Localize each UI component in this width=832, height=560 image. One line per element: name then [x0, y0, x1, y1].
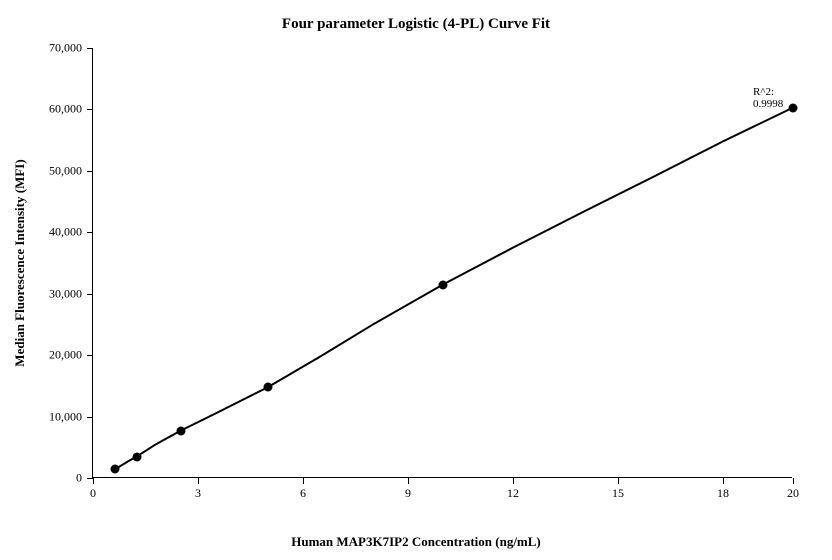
- y-tick: [87, 171, 93, 172]
- y-tick: [87, 48, 93, 49]
- data-point: [439, 280, 448, 289]
- x-tick-label: 18: [717, 486, 729, 501]
- y-tick-label: 30,000: [22, 286, 82, 301]
- x-tick: [303, 478, 304, 484]
- y-tick: [87, 232, 93, 233]
- y-tick: [87, 109, 93, 110]
- chart-container: Four parameter Logistic (4-PL) Curve Fit…: [0, 0, 832, 560]
- r-squared-annotation: R^2: 0.9998: [753, 86, 792, 110]
- fitted-curve-path: [115, 108, 793, 470]
- data-point: [264, 383, 273, 392]
- y-tick-label: 50,000: [22, 163, 82, 178]
- x-tick: [408, 478, 409, 484]
- y-tick: [87, 294, 93, 295]
- y-tick: [87, 417, 93, 418]
- x-axis-label: Human MAP3K7IP2 Concentration (ng/mL): [0, 534, 832, 550]
- data-point: [132, 452, 141, 461]
- x-tick: [618, 478, 619, 484]
- y-tick-label: 0: [22, 471, 82, 486]
- y-tick-label: 20,000: [22, 348, 82, 363]
- y-tick-label: 60,000: [22, 102, 82, 117]
- y-axis-label-text: Median Fluorescence Intensity (MFI): [12, 159, 28, 366]
- x-tick-label: 20: [787, 486, 799, 501]
- x-tick: [93, 478, 94, 484]
- data-point: [176, 426, 185, 435]
- x-tick: [513, 478, 514, 484]
- y-tick-label: 10,000: [22, 409, 82, 424]
- y-tick-label: 40,000: [22, 225, 82, 240]
- x-tick: [198, 478, 199, 484]
- x-tick-label: 6: [300, 486, 306, 501]
- x-tick-label: 9: [405, 486, 411, 501]
- chart-title: Four parameter Logistic (4-PL) Curve Fit: [0, 16, 832, 33]
- y-tick-label: 70,000: [22, 41, 82, 56]
- x-tick-label: 15: [612, 486, 624, 501]
- plot-area: R^2: 0.9998 010,00020,00030,00040,00050,…: [92, 48, 792, 478]
- x-tick-label: 0: [90, 486, 96, 501]
- data-point: [110, 465, 119, 474]
- x-tick-label: 12: [507, 486, 519, 501]
- x-tick: [793, 478, 794, 484]
- fitted-curve: [93, 48, 793, 478]
- x-tick: [723, 478, 724, 484]
- data-point: [789, 103, 798, 112]
- x-tick-label: 3: [195, 486, 201, 501]
- y-tick: [87, 355, 93, 356]
